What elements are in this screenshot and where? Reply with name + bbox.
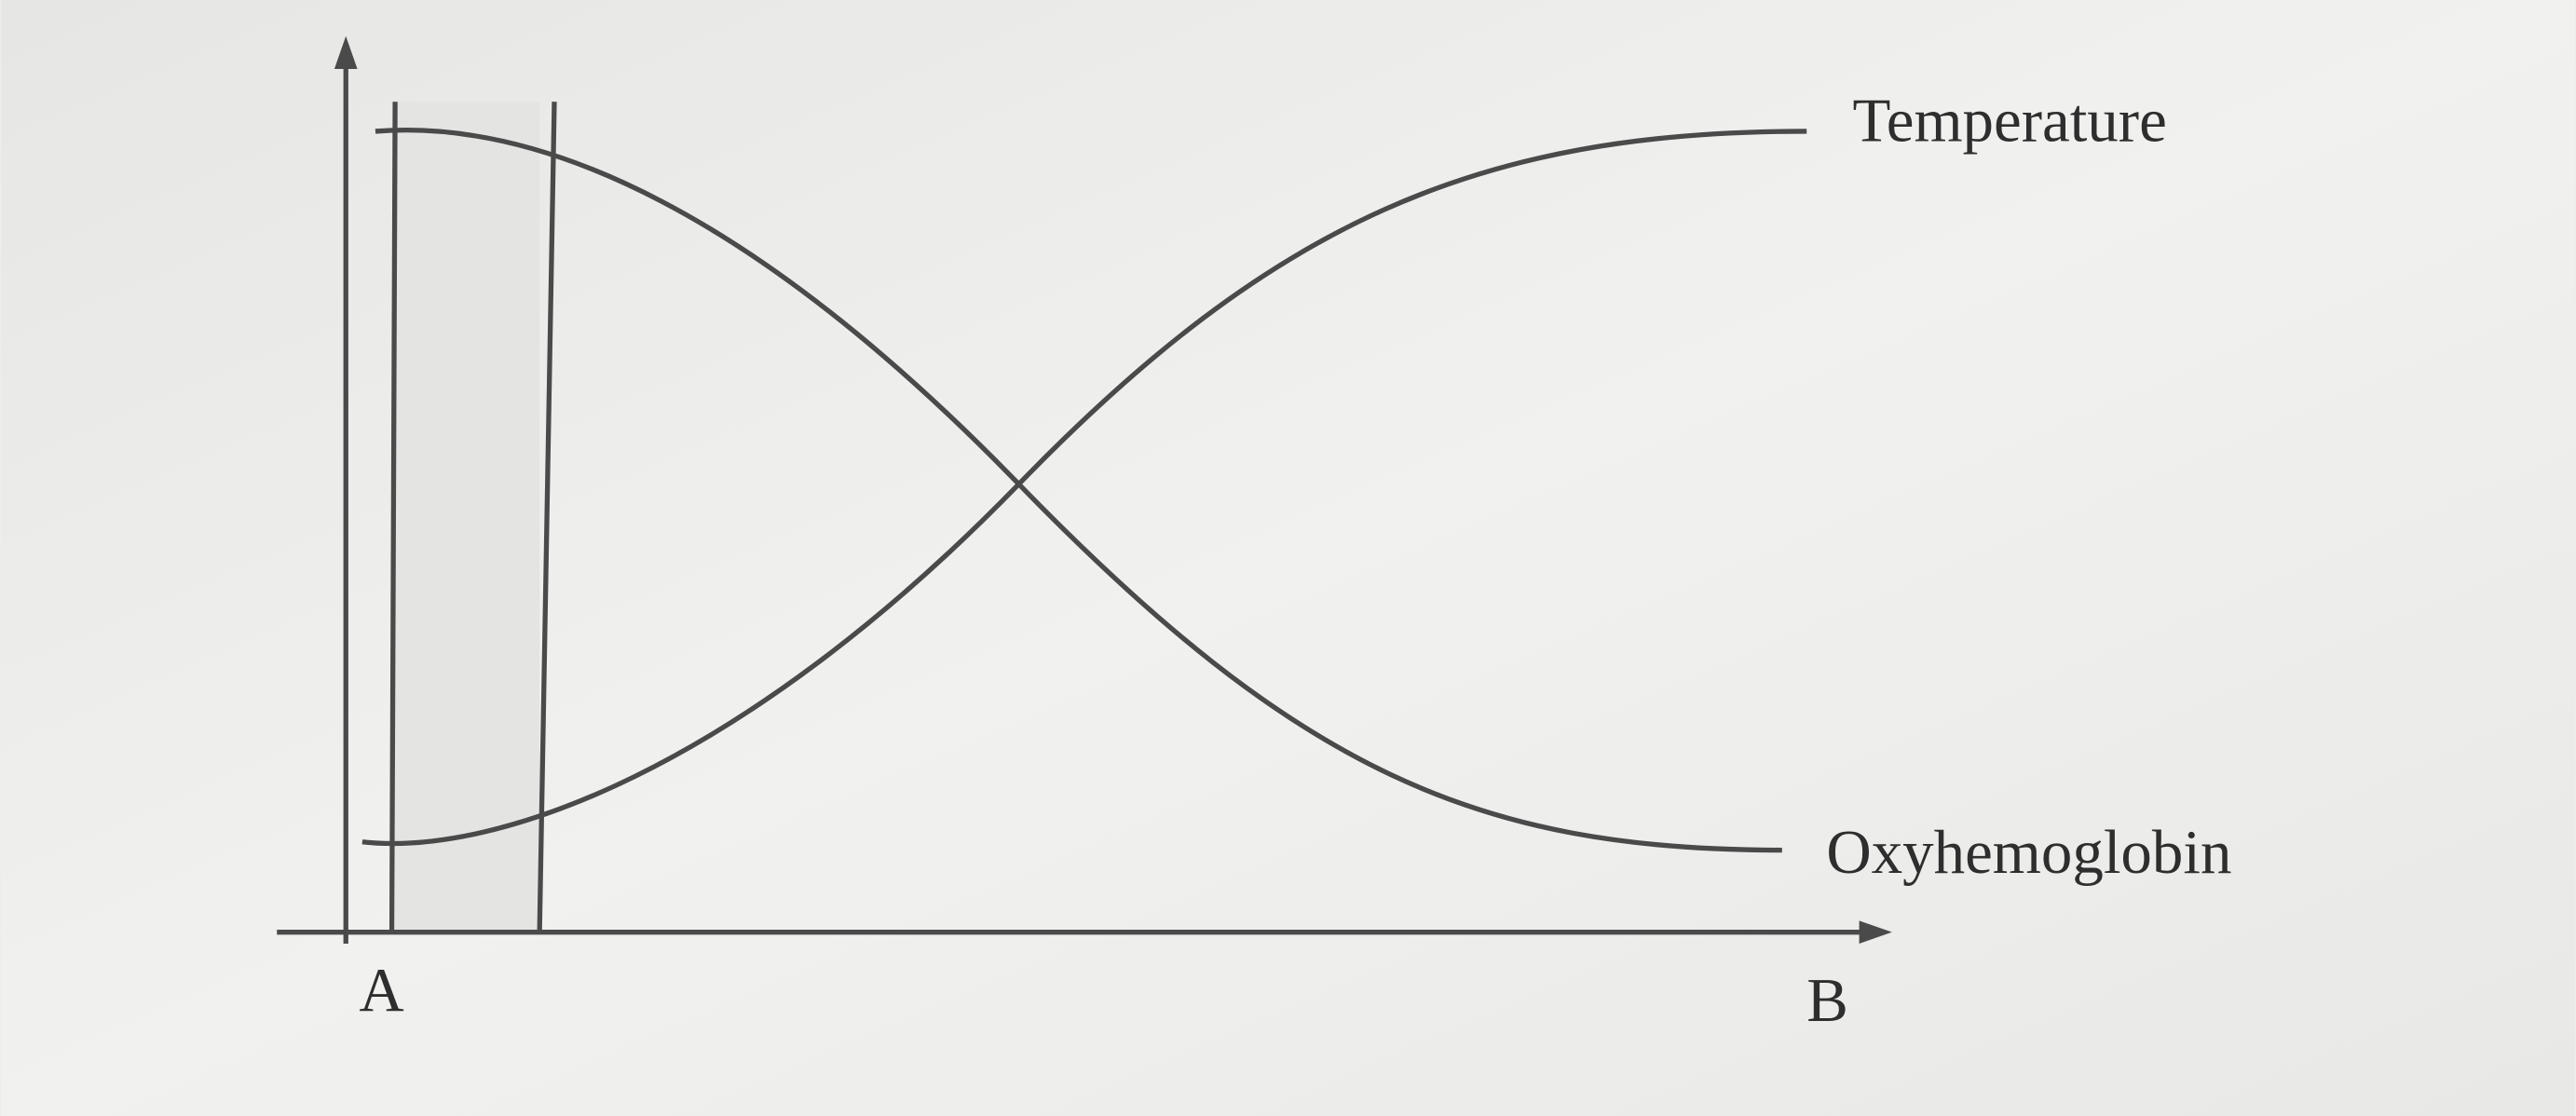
x-axis-arrow bbox=[1859, 920, 1892, 945]
boundary-line bbox=[537, 102, 557, 932]
curve-label: Oxyhemoglobin bbox=[1826, 818, 2231, 887]
boundary-line bbox=[388, 102, 398, 932]
curve-label: Temperature bbox=[1853, 87, 2167, 156]
shaded-band bbox=[395, 102, 540, 932]
oxyhemoglobin-curve bbox=[375, 128, 1782, 853]
axis-label: B bbox=[1806, 966, 1848, 1035]
axis-label: A bbox=[359, 956, 403, 1025]
y-axis-arrow bbox=[334, 35, 358, 69]
